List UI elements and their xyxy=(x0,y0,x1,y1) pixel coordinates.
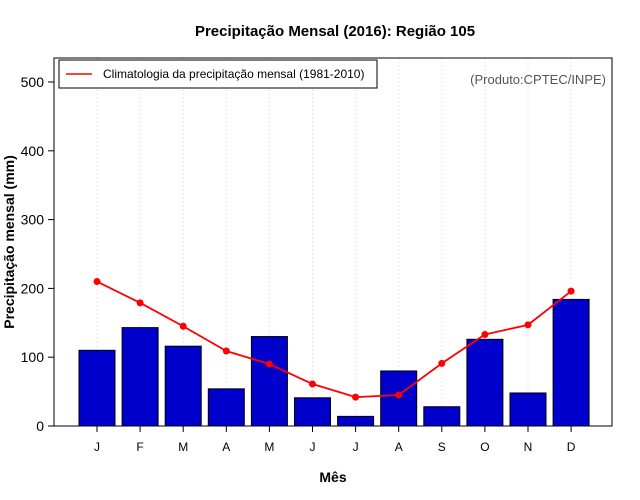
precipitation-bar xyxy=(250,336,288,427)
y-axis-label: Precipitação mensal (mm) xyxy=(1,155,17,329)
precipitation-bar xyxy=(207,388,245,427)
climatology-point xyxy=(481,330,489,338)
climatology-point xyxy=(524,321,532,329)
legend: Climatologia da precipitação mensal (198… xyxy=(58,59,378,89)
climatology-line xyxy=(96,280,572,399)
climatology-point xyxy=(352,393,360,401)
x-tick-label: N xyxy=(524,440,533,454)
precipitation-bar xyxy=(121,327,159,427)
x-tick-label: F xyxy=(136,440,143,454)
climatology-point xyxy=(93,278,101,286)
precipitation-bar xyxy=(552,298,590,427)
climatology-point xyxy=(395,391,403,399)
legend-label: Climatologia da precipitação mensal (198… xyxy=(103,67,364,81)
x-axis-label: Mês xyxy=(319,469,346,485)
y-tick-label: 0 xyxy=(36,418,44,434)
x-tick-label: A xyxy=(222,440,230,454)
x-tick-label: M xyxy=(178,440,188,454)
climatology-line-layer xyxy=(93,278,575,401)
x-tick-label: J xyxy=(310,440,316,454)
x-tick-label: S xyxy=(438,440,446,454)
y-axis: 0 100 200 300 400 500 xyxy=(21,74,54,434)
precipitation-bar xyxy=(466,338,504,427)
climatology-point xyxy=(309,380,316,388)
precipitation-bar xyxy=(294,397,331,427)
y-tick-label: 100 xyxy=(21,349,45,365)
climatology-point xyxy=(265,360,273,368)
precipitation-bar xyxy=(78,349,116,427)
plot-frame xyxy=(53,57,613,427)
climatology-point xyxy=(179,322,187,330)
climatology-point xyxy=(136,299,144,307)
y-tick-label: 500 xyxy=(21,74,45,90)
legend-box xyxy=(58,59,378,89)
y-tick-label: 400 xyxy=(21,143,45,159)
climatology-point xyxy=(567,287,575,295)
chart-title: Precipitação Mensal (2016): Região 105 xyxy=(195,23,475,40)
precipitation-bar xyxy=(423,406,461,427)
source-credit: (Produto:CPTEC/INPE) xyxy=(470,72,606,87)
bars-layer xyxy=(78,298,590,427)
x-tick-label: J xyxy=(353,440,359,454)
y-tick-label: 300 xyxy=(21,212,45,228)
x-tick-label: A xyxy=(395,440,403,454)
x-tick-label: D xyxy=(567,440,576,454)
x-tick-label: M xyxy=(264,440,274,454)
precipitation-bar xyxy=(337,415,375,427)
grid-layer xyxy=(96,58,572,426)
x-tick-label: J xyxy=(94,440,100,454)
x-tick-label: O xyxy=(480,440,489,454)
climatology-point xyxy=(438,359,446,367)
precipitation-bar xyxy=(164,345,202,427)
y-tick-label: 200 xyxy=(21,280,45,296)
precipitation-bar xyxy=(509,392,547,427)
climatology-point xyxy=(222,347,230,355)
